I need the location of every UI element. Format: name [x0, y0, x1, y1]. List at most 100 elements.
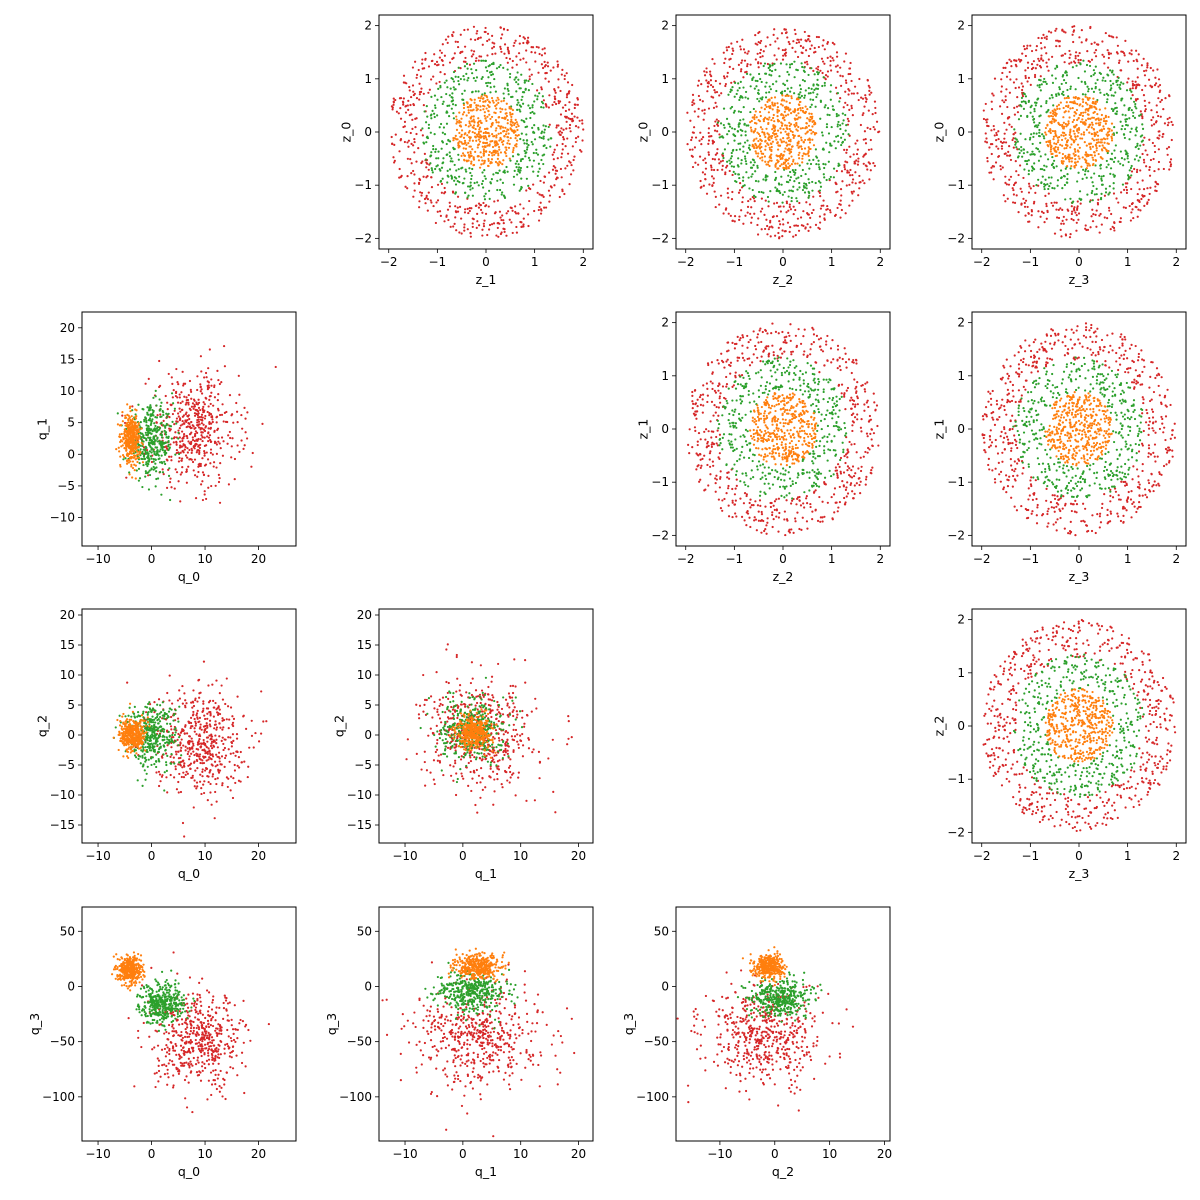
scatter-point-inner [491, 154, 494, 157]
scatter-point-middle [755, 85, 758, 88]
scatter-point-middle [790, 62, 794, 66]
scatter-point-middle [1051, 74, 1054, 77]
scatter-point-middle [1019, 114, 1023, 117]
scatter-point-outer [714, 91, 717, 94]
scatter-point-inner [1060, 160, 1063, 163]
scatter-point-middle [467, 194, 470, 197]
scatter-point-outer [1045, 217, 1048, 220]
scatter-point-middle [531, 104, 534, 107]
scatter-point-outer [209, 395, 212, 398]
scatter-point-outer [182, 451, 185, 454]
scatter-point-inner [469, 124, 472, 127]
scatter-point-inner [499, 107, 502, 110]
scatter-point-outer [826, 42, 829, 45]
scatter-point-outer [707, 107, 711, 110]
scatter-point-outer [197, 398, 200, 401]
scatter-point-inner [462, 103, 466, 107]
scatter-point-inner [469, 105, 472, 108]
scatter-point-inner [808, 147, 811, 151]
scatter-point-inner [1090, 121, 1094, 124]
scatter-point-middle [527, 79, 530, 83]
scatter-point-outer [766, 233, 769, 236]
scatter-point-inner [477, 135, 480, 138]
scatter-point-middle [446, 86, 449, 89]
scatter-point-inner [781, 122, 784, 125]
scatter-point-outer [425, 166, 428, 169]
scatter-point-outer [702, 184, 705, 187]
x-tick-label: −1 [429, 255, 447, 269]
scatter-point-middle [1112, 94, 1115, 97]
scatter-point-outer [209, 451, 213, 454]
scatter-point-middle [452, 80, 456, 83]
scatter-point-middle [803, 79, 806, 83]
scatter-point-middle [1120, 97, 1123, 100]
scatter-point-outer [503, 230, 506, 233]
scatter-point-outer [710, 75, 713, 78]
scatter-point-outer [562, 136, 565, 139]
scatter-point-middle [739, 80, 742, 83]
scatter-point-outer [1154, 181, 1157, 184]
scatter-point-middle [451, 103, 455, 106]
scatter-point-middle [807, 73, 810, 77]
scatter-point-inner [1084, 119, 1088, 122]
scatter-point-outer [802, 224, 805, 227]
scatter-point-outer [453, 52, 456, 55]
scatter-point-middle [742, 86, 745, 89]
scatter-point-outer [167, 468, 170, 471]
scatter-point-inner [792, 110, 795, 113]
scatter-point-inner [809, 115, 812, 119]
scatter-point-inner [1074, 158, 1077, 161]
scatter-point-middle [732, 165, 736, 168]
scatter-point-middle [737, 82, 740, 85]
scatter-point-inner [479, 108, 482, 112]
scatter-point-middle [826, 107, 830, 110]
scatter-point-middle [513, 78, 516, 81]
scatter-point-outer [432, 75, 435, 78]
scatter-point-outer [700, 83, 703, 86]
scatter-point-outer [563, 77, 566, 81]
scatter-point-outer [1012, 183, 1016, 187]
scatter-point-outer [398, 176, 401, 179]
scatter-point-inner [485, 138, 488, 141]
scatter-point-middle [733, 134, 736, 137]
scatter-point-middle [1106, 151, 1109, 155]
scatter-point-middle [499, 178, 502, 181]
scatter-point-inner [771, 101, 774, 104]
scatter-point-outer [486, 39, 489, 43]
scatter-point-inner [1081, 98, 1084, 101]
scatter-point-middle [433, 112, 436, 115]
scatter-point-outer [185, 401, 188, 404]
scatter-point-outer [520, 221, 523, 224]
scatter-point-outer [206, 384, 209, 388]
scatter-point-middle [445, 153, 448, 156]
scatter-point-middle [1139, 144, 1142, 147]
scatter-point-inner [764, 145, 767, 148]
scatter-point-inner [1061, 144, 1064, 147]
scatter-point-inner [495, 134, 498, 137]
scatter-point-middle [519, 105, 523, 108]
scatter-point-outer [1045, 52, 1048, 55]
scatter-point-inner [1091, 101, 1094, 105]
scatter-point-outer [159, 384, 162, 387]
scatter-point-outer [407, 108, 410, 111]
scatter-point-middle [1104, 79, 1107, 83]
scatter-point-outer [1148, 166, 1151, 169]
scatter-point-inner [472, 124, 476, 127]
scatter-point-inner [1069, 100, 1072, 104]
scatter-point-inner [468, 129, 471, 133]
scatter-point-outer [456, 40, 459, 44]
scatter-point-inner [1092, 127, 1095, 131]
scatter-point-outer [503, 52, 506, 55]
scatter-point-outer [1032, 60, 1036, 63]
scatter-point-outer [802, 210, 805, 213]
scatter-point-inner [484, 117, 487, 120]
scatter-point-outer [984, 140, 987, 143]
scatter-point-outer [479, 204, 482, 207]
scatter-point-outer [560, 152, 564, 155]
scatter-point-outer [1026, 44, 1029, 47]
scatter-point-outer [179, 451, 182, 454]
x-tick-label: −2 [677, 255, 695, 269]
scatter-point-inner [806, 117, 809, 120]
scatter-point-outer [1125, 185, 1128, 189]
scatter-point-outer [207, 436, 211, 439]
